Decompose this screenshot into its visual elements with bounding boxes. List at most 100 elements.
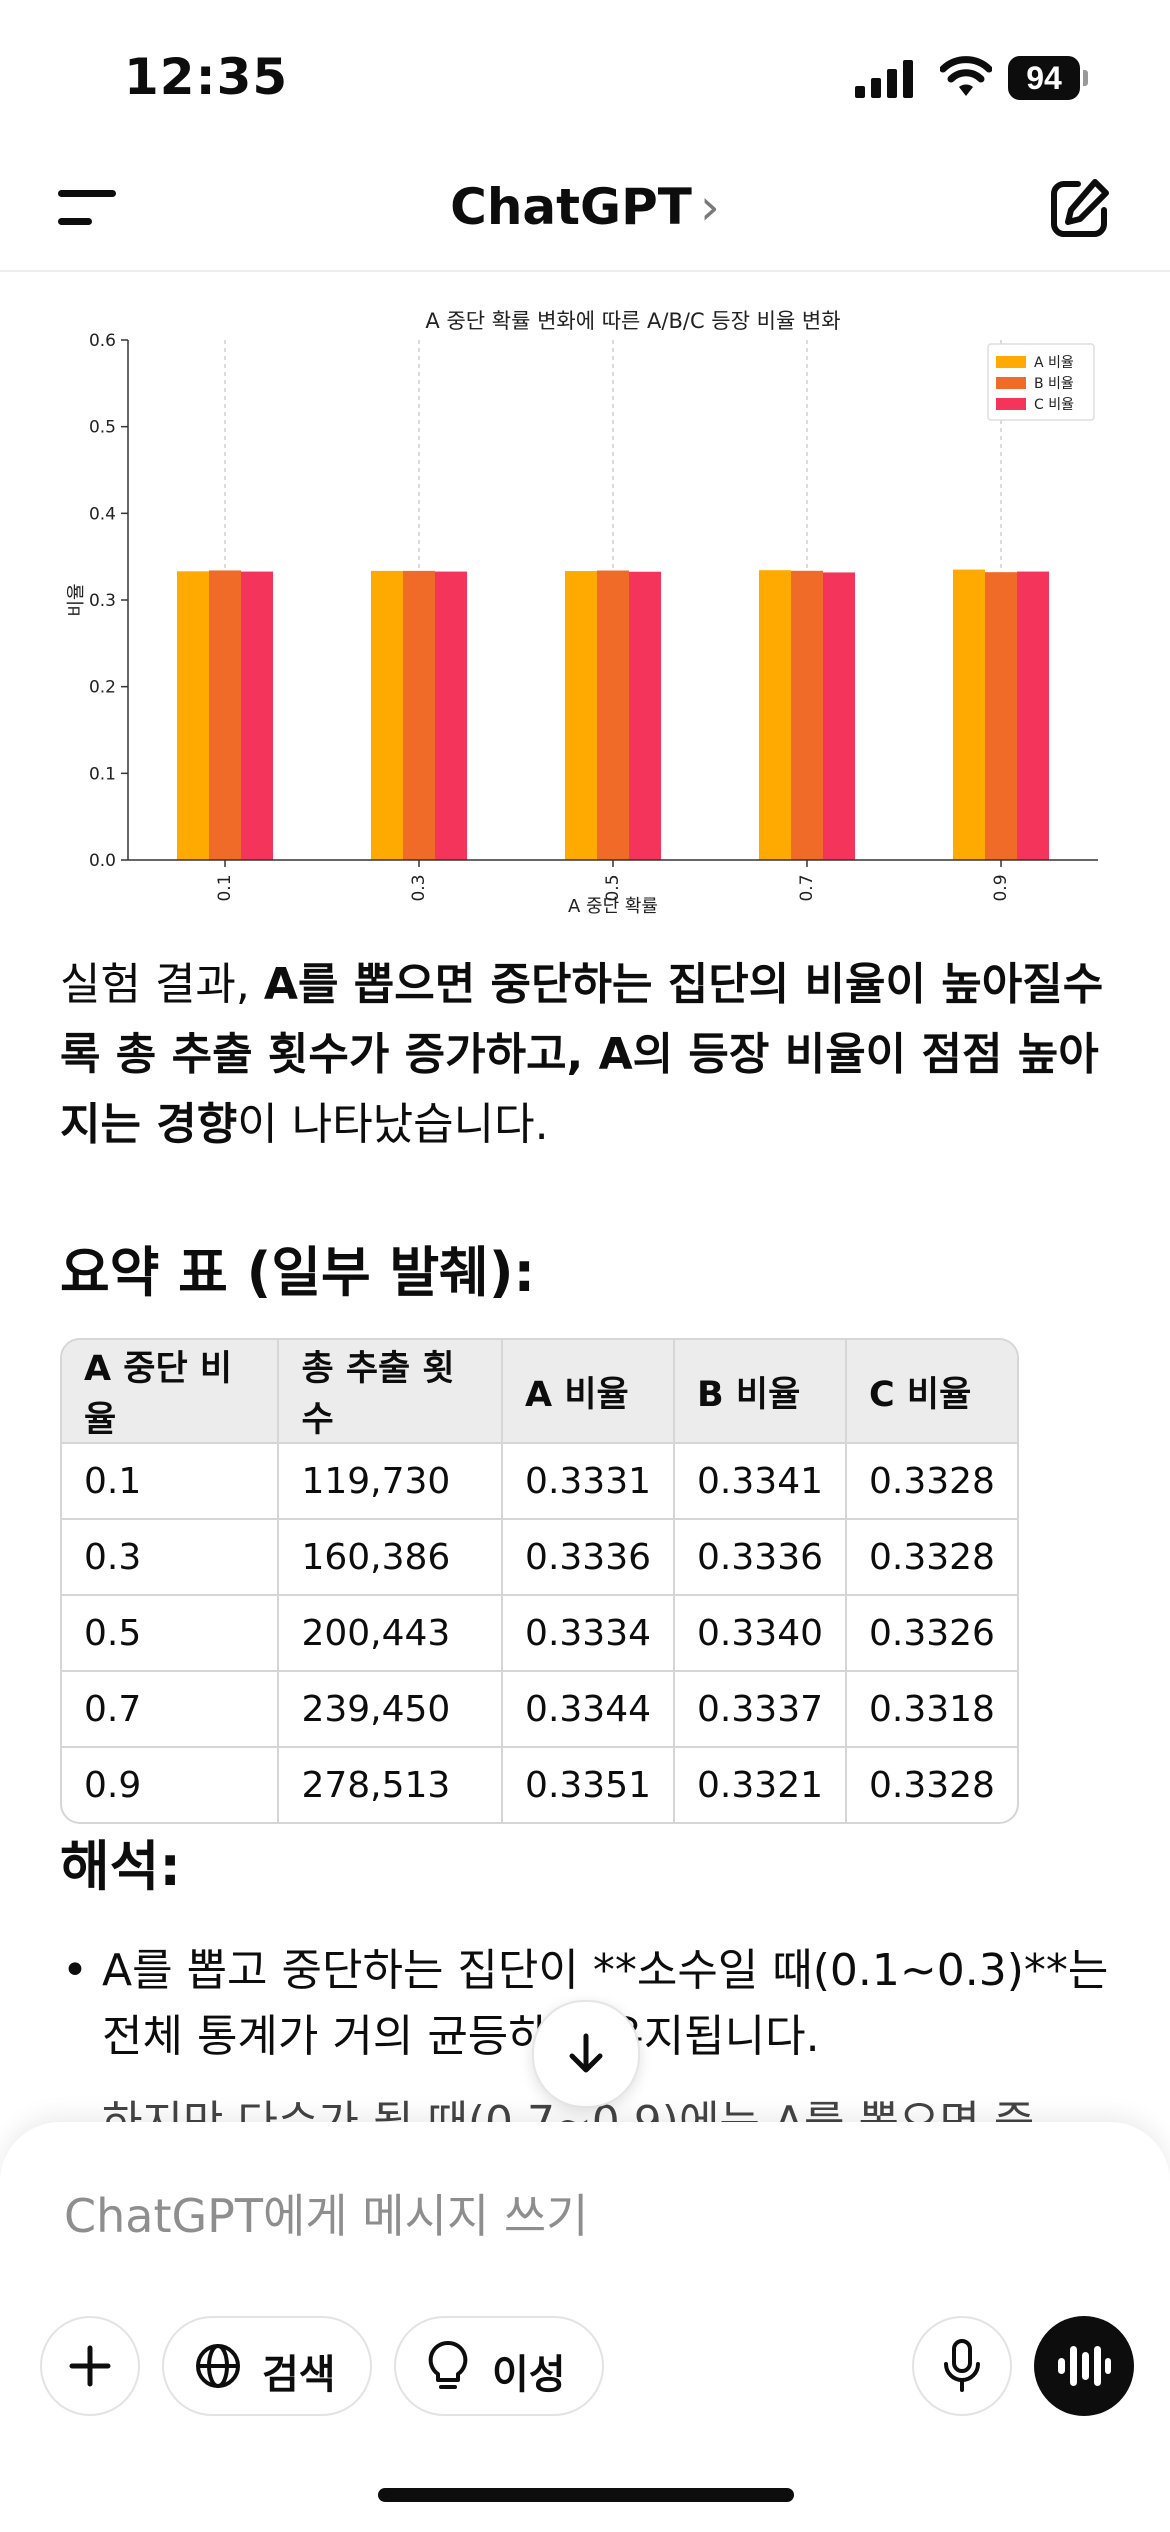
- y-tick-label: 0.1: [89, 764, 116, 784]
- bar: [435, 571, 467, 860]
- cellular-signal-icon: [855, 60, 913, 98]
- bar: [209, 570, 241, 860]
- bar: [629, 571, 661, 860]
- bar: [759, 570, 791, 860]
- attach-button[interactable]: [40, 2316, 140, 2416]
- table-cell: 0.3326: [846, 1595, 1017, 1672]
- sidebar-menu-icon[interactable]: [58, 188, 120, 228]
- bar: [177, 571, 209, 860]
- table-cell: 0.3: [62, 1519, 280, 1596]
- model-name: ChatGPT: [450, 178, 692, 236]
- table-cell: 0.3331: [502, 1443, 676, 1520]
- waveform-icon: [1058, 2346, 1111, 2386]
- table-cell: 0.3351: [502, 1747, 676, 1822]
- table-cell: 0.3337: [674, 1671, 847, 1748]
- arrow-down-icon: [569, 2033, 603, 2073]
- x-tick-label: 0.9: [991, 874, 1011, 901]
- bar: [1017, 571, 1049, 860]
- home-indicator: [378, 2488, 794, 2502]
- legend-label: B 비율: [1034, 376, 1074, 392]
- x-tick-label: 0.1: [215, 874, 235, 901]
- table-cell: 239,450: [278, 1671, 504, 1748]
- search-button[interactable]: 검색: [162, 2316, 372, 2416]
- lightbulb-icon: [428, 2340, 468, 2389]
- para-bold-text: A를 뽑으면 중단하는 집단의 비율이 높아질수록 총 추출 횟수가 증가하고,…: [60, 959, 1104, 1150]
- bar: [823, 572, 855, 860]
- bar: [597, 570, 629, 860]
- table-cell: 0.3328: [846, 1443, 1017, 1520]
- bullet-text: A를 뽑고 중단하는 집단이 **소수일 때(0.1~0.3)**는 전체 통계…: [102, 1945, 1109, 2062]
- message-input[interactable]: ChatGPT에게 메시지 쓰기: [64, 2189, 589, 2243]
- bar-chart: A 중단 확률 변화에 따른 A/B/C 등장 비율 변화 0.1 0.3 0.5 0.…: [66, 309, 1098, 917]
- table-cell: 0.3336: [674, 1519, 847, 1596]
- bar: [791, 570, 823, 860]
- table-cell: 160,386: [278, 1519, 504, 1596]
- table-row: 0.1 119,730 0.3331 0.3341 0.3328: [62, 1443, 1017, 1520]
- table-row: 0.5 200,443 0.3334 0.3340 0.3326: [62, 1595, 1017, 1672]
- plus-icon: [69, 2345, 111, 2387]
- table-cell: 0.3321: [674, 1747, 847, 1822]
- scroll-to-bottom-button[interactable]: [532, 2000, 640, 2108]
- table-cell: 0.9: [62, 1747, 280, 1822]
- x-axis-label: A 중단 확률: [568, 896, 658, 917]
- table-cell: 0.7: [62, 1671, 280, 1748]
- table-header-cell: 총 추출 횟수: [278, 1340, 504, 1444]
- wifi-icon: [940, 56, 992, 96]
- bar: [371, 570, 403, 860]
- legend-swatch: [996, 356, 1026, 368]
- table-header-cell: C 비율: [846, 1340, 1017, 1444]
- table-cell: 0.1: [62, 1443, 280, 1520]
- chevron-right-icon: ›: [699, 178, 720, 236]
- para-text-2: 이 나타났습니다.: [237, 1099, 549, 1150]
- summary-heading: 요약 표 (일부 발췌):: [60, 1241, 536, 1304]
- microphone-icon: [944, 2339, 980, 2392]
- x-tick-label: 0.7: [797, 874, 817, 901]
- legend-swatch: [996, 398, 1026, 410]
- bar: [241, 571, 273, 860]
- y-tick-label: 0.5: [89, 418, 116, 438]
- table-cell: 0.3336: [502, 1519, 676, 1596]
- table-row: 0.3 160,386 0.3336 0.3336 0.3328: [62, 1519, 1017, 1596]
- bar: [403, 570, 435, 860]
- battery-indicator: 94: [1008, 56, 1088, 100]
- dictation-button[interactable]: [912, 2316, 1012, 2416]
- table-row: 0.9 278,513 0.3351 0.3321 0.3328: [62, 1747, 1017, 1822]
- table-cell: 0.3318: [846, 1671, 1017, 1748]
- battery-level: 94: [1008, 56, 1080, 100]
- x-tick-label: 0.3: [409, 874, 429, 901]
- bar: [985, 572, 1017, 860]
- new-chat-icon[interactable]: [1048, 176, 1112, 240]
- legend-label: C 비율: [1034, 397, 1074, 413]
- table-header-cell: B 비율: [674, 1340, 847, 1444]
- y-tick-label: 0.0: [89, 851, 116, 871]
- table-cell: 0.5: [62, 1595, 280, 1672]
- voice-mode-button[interactable]: [1034, 2316, 1134, 2416]
- search-label: 검색: [262, 2352, 336, 2398]
- table-cell: 200,443: [278, 1595, 504, 1672]
- bullet-dot: •: [62, 1945, 88, 1996]
- table-cell: 0.3328: [869, 1764, 995, 1806]
- y-tick-label: 0.3: [89, 591, 116, 611]
- nav-divider: [0, 270, 1170, 272]
- table-cell: 119,730: [278, 1443, 504, 1520]
- chart-title: A 중단 확률 변화에 따른 A/B/C 등장 비율 변화: [425, 309, 840, 333]
- y-tick-label: 0.2: [89, 678, 116, 698]
- table-cell: 0.3341: [674, 1443, 847, 1520]
- x-tick-label: 0.5: [603, 874, 623, 901]
- table-cell: 0.3340: [674, 1595, 847, 1672]
- table-cell: 0.3328: [846, 1519, 1017, 1596]
- status-time: 12:35: [124, 48, 289, 106]
- table-header-row: A 중단 비율 총 추출 횟수 A 비율 B 비율 C 비율: [62, 1340, 1017, 1444]
- summary-table: A 중단 비율 총 추출 횟수 A 비율 B 비율 C 비율 0.1 119,730 0.3…: [60, 1338, 1019, 1824]
- y-axis-label: 비율: [66, 583, 87, 616]
- reason-button[interactable]: 이성: [394, 2316, 604, 2416]
- response-paragraph: 실험 결과, A를 뽑으면 중단하는 집단의 비율이 높아질수록 총 추출 횟수…: [60, 950, 1120, 1160]
- table-cell: 0.3344: [502, 1671, 676, 1748]
- para-text-1: 실험 결과,: [60, 959, 264, 1010]
- reason-label: 이성: [492, 2352, 566, 2398]
- legend-label: A 비율: [1034, 355, 1074, 371]
- model-selector[interactable]: ChatGPT ›: [0, 178, 1170, 236]
- table-cell: 278,513: [278, 1747, 504, 1822]
- globe-icon: [196, 2344, 240, 2388]
- bar: [953, 569, 985, 860]
